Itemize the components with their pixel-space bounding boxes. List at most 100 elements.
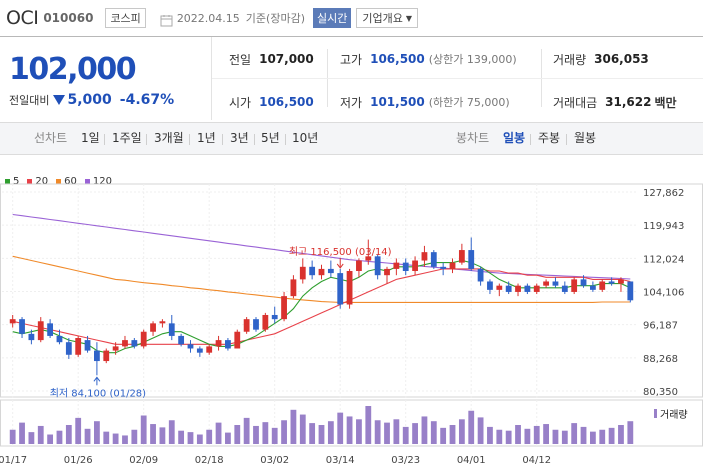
candle-body (103, 350, 110, 362)
upper-limit: (상한가 139,000) (428, 53, 517, 66)
volume-bar (543, 424, 549, 444)
volume-bar (421, 416, 428, 444)
candle-body (75, 338, 82, 355)
volume-bar (552, 429, 559, 444)
amount-unit: 백만 (654, 95, 677, 110)
stock-name: OCI (6, 7, 39, 29)
annotation-low: 최저 84,100 (01/28) (50, 387, 146, 399)
open-value: 106,500 (259, 95, 314, 109)
volume-bar (365, 406, 372, 444)
period-1y[interactable]: 1년 (197, 131, 216, 145)
calendar-icon (160, 12, 173, 26)
volume-bar (496, 429, 503, 444)
x-tick-label: 04/12 (522, 455, 551, 466)
volume-bar (327, 421, 334, 444)
volume-bar (337, 412, 344, 444)
low-label: 저가 (340, 95, 363, 110)
volume-bar (430, 421, 437, 444)
amount-label: 거래대금 (553, 95, 598, 110)
change-percent: -4.67% (119, 92, 175, 108)
volume-bar (374, 420, 381, 444)
company-info-button[interactable]: 기업개요 ▼ (356, 8, 418, 28)
company-info-label: 기업개요 (362, 12, 403, 25)
volume-legend: 거래량 (654, 406, 688, 421)
candle-body (327, 268, 334, 274)
volume-bar (168, 420, 175, 444)
tab-weekly[interactable]: 주봉 (538, 131, 561, 145)
prev-close-cell: 전일 107,000 (229, 49, 314, 69)
volume-value: 306,053 (594, 52, 649, 66)
candle-body (159, 321, 166, 324)
candle-body (449, 262, 456, 269)
candle-body (384, 268, 390, 276)
volume-bar (458, 419, 465, 444)
legend-ma120[interactable]: 120 (84, 176, 112, 187)
tab-daily[interactable]: 일봉 (503, 131, 526, 145)
volume-bar (122, 435, 128, 444)
candle-body (187, 344, 194, 349)
volume-bar (487, 426, 493, 444)
volume-bar (561, 430, 568, 444)
candle-body (440, 266, 447, 269)
tab-monthly[interactable]: 월봉 (574, 131, 597, 145)
volume-bar (346, 416, 353, 444)
candle-body (196, 348, 203, 353)
legend-ma20[interactable]: 20 (27, 176, 48, 187)
volume-bar (281, 420, 287, 444)
candle-body (608, 281, 615, 284)
x-tick-label: 01/26 (64, 455, 93, 466)
line-chart-label: 선차트 (34, 131, 68, 145)
x-tick-label: 03/02 (260, 455, 289, 466)
legend-ma60[interactable]: 60 (56, 176, 77, 187)
candle-body (318, 268, 325, 276)
candle-body (290, 279, 297, 297)
volume-bar (243, 417, 250, 444)
annotation-high-arrowhead (336, 263, 344, 269)
candle-body (112, 346, 119, 351)
quote-summary: 102,000 전일대비 5,000 -4.67% 전일 107,000 고가 … (0, 37, 703, 120)
candle-body (168, 323, 175, 336)
ma20-line (12, 268, 631, 345)
volume-bar (112, 433, 119, 444)
price-chart[interactable]: 127,862 119,943 112,024 104,106 96,187 88,268… (0, 180, 703, 468)
candle-body (599, 281, 606, 290)
candle-body (589, 285, 596, 290)
candle-body (561, 285, 568, 292)
volume-bar (103, 431, 110, 444)
period-3y[interactable]: 3년 (230, 131, 249, 145)
lower-limit: (하한가 75,000) (428, 96, 510, 109)
volume-bar (515, 425, 521, 444)
period-1d[interactable]: 1일 (81, 131, 100, 145)
volume-bar (599, 429, 606, 444)
legend-ma5[interactable]: 5 (5, 176, 19, 187)
ma-legend: 5 20 60 120 (5, 176, 120, 187)
volume-bar (56, 430, 63, 444)
period-10y[interactable]: 10년 (292, 131, 319, 145)
period-5y[interactable]: 5년 (261, 131, 280, 145)
volume-bar (178, 430, 185, 444)
volume-bar (318, 425, 325, 444)
candle-body (402, 262, 409, 272)
period-1w[interactable]: 1주일 (112, 131, 142, 145)
candle-body (271, 314, 278, 320)
candle-body (533, 285, 540, 292)
ma120-line (12, 213, 631, 280)
volume-bar (449, 425, 456, 444)
period-3m[interactable]: 3개월 (154, 131, 184, 145)
chevron-down-icon: ▼ (405, 13, 412, 23)
candle-body (140, 331, 147, 347)
x-tick-label: 02/09 (129, 455, 158, 466)
volume-bar (524, 428, 531, 444)
volume-bar (580, 426, 587, 444)
candle-chart-label: 봉차트 (456, 131, 490, 145)
volume-bar (571, 423, 578, 444)
high-value: 106,500 (370, 52, 425, 66)
open-cell: 시가 106,500 (229, 92, 314, 112)
candle-body (515, 285, 521, 292)
volume-bar (468, 410, 475, 444)
realtime-button[interactable]: 실시간 (312, 8, 352, 28)
candle-body (56, 335, 63, 343)
candle-body (496, 285, 503, 290)
volume-bar (206, 429, 213, 444)
amount-cell: 거래대금 31,622 백만 (553, 92, 677, 112)
